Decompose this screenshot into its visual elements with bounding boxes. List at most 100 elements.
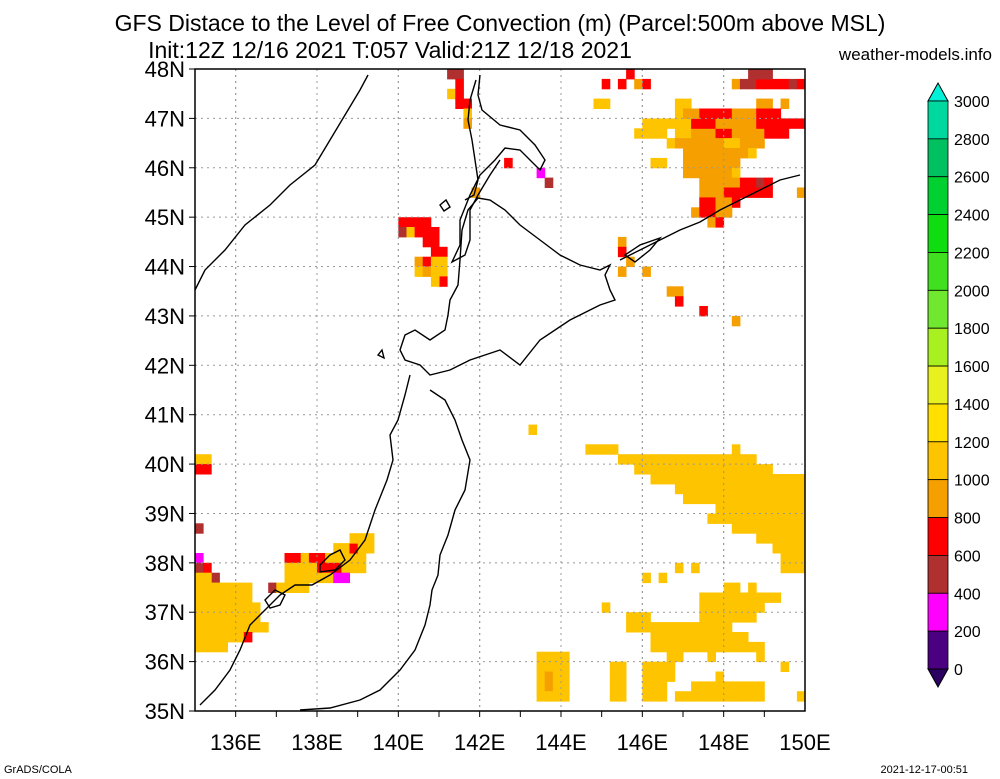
field-cell (658, 671, 668, 682)
field-cell (715, 641, 725, 653)
field-cell (788, 483, 798, 495)
field-cell (780, 661, 790, 672)
field-cell (764, 464, 773, 475)
field-cell (642, 612, 651, 623)
field-cell (683, 138, 692, 149)
field-cell (723, 177, 733, 188)
field-cell (715, 474, 725, 485)
field-cell (691, 562, 700, 574)
lon-tick-label: 146E (617, 730, 668, 755)
field-cell (739, 454, 749, 465)
field-cell (723, 454, 733, 465)
field-cell (699, 177, 708, 188)
field-cell (715, 612, 725, 623)
lat-tick-label: 41N (145, 403, 185, 428)
field-cell (707, 681, 716, 692)
field-cell (658, 661, 668, 672)
field-cell (764, 69, 773, 80)
field-cell (544, 651, 554, 663)
field-cell (699, 197, 708, 208)
field-cell (683, 128, 692, 139)
field-cell (325, 562, 334, 574)
field-cell (715, 493, 725, 505)
field-cell (731, 523, 741, 534)
field-cell (731, 167, 741, 179)
field-cell (536, 167, 546, 179)
field-cell (674, 128, 684, 139)
field-cell (317, 572, 326, 584)
field-cell (276, 582, 285, 593)
field-cell (455, 78, 464, 90)
field-cell (593, 98, 603, 109)
field-cell (308, 572, 318, 584)
field-cell (715, 197, 725, 208)
field-cell (699, 681, 708, 692)
field-cell (707, 612, 716, 623)
field-cell (731, 464, 741, 475)
field-cell (333, 572, 342, 584)
field-cell (203, 464, 212, 475)
field-cell (707, 632, 716, 643)
field-cell (796, 187, 806, 198)
field-cell (674, 474, 684, 485)
field-cell (634, 454, 643, 465)
field-cell (203, 572, 212, 584)
field-cell (235, 592, 245, 603)
field-cell (195, 464, 204, 475)
field-cell (227, 592, 237, 603)
field-cell (666, 464, 676, 475)
field-cell (284, 562, 294, 574)
field-cell (357, 562, 367, 574)
lat-tick-label: 42N (145, 353, 185, 378)
field-cell (674, 118, 684, 129)
field-cell (683, 691, 692, 702)
field-cell (642, 661, 651, 672)
field-cell (764, 523, 773, 534)
field-cell (658, 691, 668, 702)
field-cell (715, 207, 725, 218)
field-cell (658, 681, 668, 692)
field-cell (658, 118, 668, 129)
field-cell (195, 592, 204, 603)
field-cell (756, 187, 765, 198)
field-cell (731, 513, 741, 524)
field-cell (365, 543, 375, 554)
field-cell (243, 592, 253, 603)
field-cell (723, 474, 733, 485)
coast-sado (319, 549, 346, 573)
field-cell (642, 464, 651, 475)
field-cell (731, 177, 741, 188)
coast-okushiri (376, 348, 386, 360)
field-cell (691, 167, 700, 179)
field-cell (772, 474, 782, 485)
field-cell (674, 622, 684, 633)
field-cell (715, 671, 725, 682)
colorbar-label: 1000 (954, 473, 990, 490)
field-cell (561, 651, 570, 663)
field-cell (739, 681, 749, 692)
field-cell (731, 641, 741, 653)
field-cell (756, 138, 765, 149)
field-cell (683, 167, 692, 179)
field-cell (227, 602, 237, 613)
field-cell (349, 562, 359, 574)
field-cell (691, 691, 700, 702)
field-cell (756, 177, 765, 188)
field-cell (699, 493, 708, 505)
field-cell (699, 474, 708, 485)
field-cell (788, 513, 798, 524)
field-cell (796, 543, 806, 554)
colorbar-label: 2000 (954, 283, 990, 300)
field-cell (439, 246, 448, 258)
field-cell (764, 474, 773, 485)
field-cell (748, 503, 757, 514)
colorbar-swatch (927, 100, 949, 140)
field-cell (251, 602, 261, 613)
field-cell (292, 572, 302, 584)
field-cell (748, 691, 757, 702)
colorbar-label: 2200 (954, 245, 990, 262)
colorbar-label: 600 (954, 548, 981, 565)
field-cell (796, 483, 806, 495)
field-cell (748, 602, 757, 613)
field-cell (666, 118, 676, 129)
